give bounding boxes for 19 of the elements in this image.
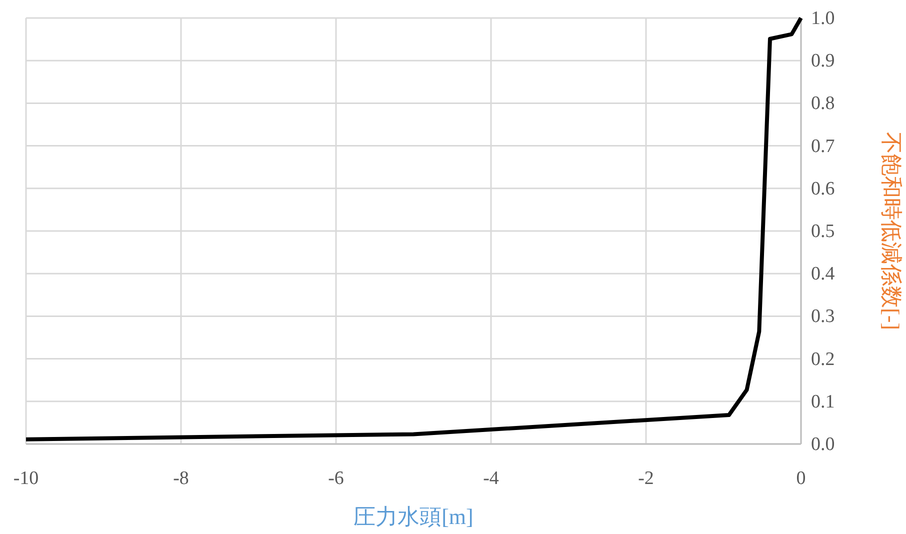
xtick: -10 — [13, 468, 39, 489]
ytick: 0.9 — [811, 50, 835, 72]
ytick: 0.1 — [811, 391, 835, 412]
ytick: 0.0 — [811, 434, 835, 455]
xtick: -2 — [638, 468, 654, 489]
ytick: 0.6 — [811, 178, 835, 200]
xtick: 0 — [796, 468, 806, 489]
xtick: -8 — [173, 468, 189, 489]
ytick: 0.3 — [811, 306, 835, 328]
ytick: 0.7 — [811, 136, 835, 157]
ytick: 0.5 — [811, 221, 835, 242]
ytick: 0.4 — [811, 264, 835, 285]
xlabel: 圧力水頭[m] — [354, 504, 474, 529]
ytick: 1.0 — [811, 8, 835, 29]
ylabel: 不飽和時低減係数[-] — [879, 132, 904, 330]
xtick: -6 — [328, 468, 344, 489]
xtick: -4 — [483, 468, 499, 489]
ytick: 0.2 — [811, 348, 835, 370]
ytick: 0.8 — [811, 93, 835, 114]
